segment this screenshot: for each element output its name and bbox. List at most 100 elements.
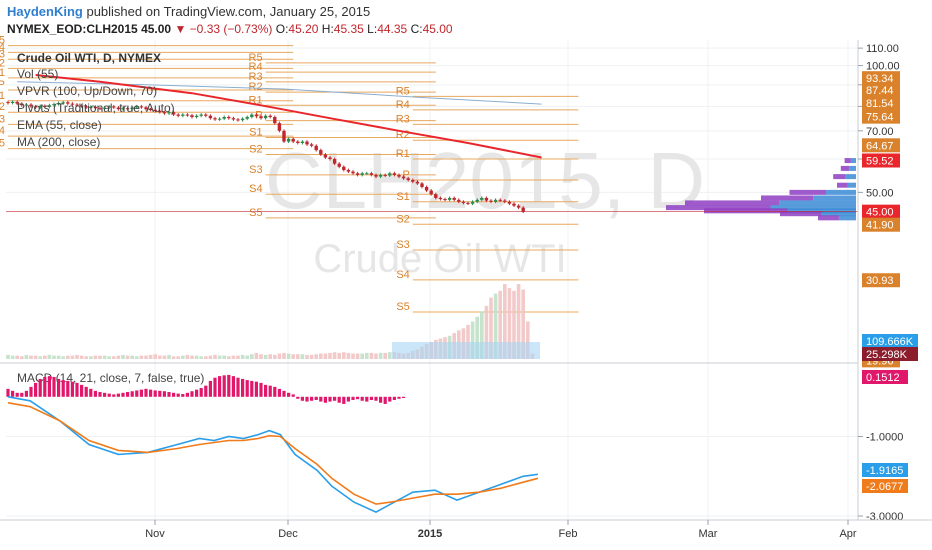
- candle-body: [98, 108, 102, 110]
- volume-bar: [489, 297, 493, 359]
- candle-body: [15, 101, 19, 104]
- author-link[interactable]: HaydenKing: [7, 4, 83, 19]
- macd-axis-badge-label: -2.0677: [866, 481, 903, 493]
- volume-bar: [282, 352, 286, 359]
- candle-body: [332, 159, 337, 164]
- vpvr-bar-up: [847, 182, 856, 188]
- candle-body: [351, 171, 355, 174]
- price-tick-label: 70.00: [866, 126, 894, 138]
- candle-body: [52, 104, 56, 106]
- candle-body: [369, 173, 374, 175]
- ma-line: [35, 74, 542, 159]
- macd-histogram-bar: [360, 396, 364, 401]
- volume-bar: [98, 355, 102, 359]
- candle-body: [10, 101, 15, 103]
- candle-body: [291, 138, 295, 142]
- publish-line: HaydenKing published on TradingView.com,…: [7, 4, 370, 19]
- pivot-label: R2: [0, 57, 5, 69]
- candle-body: [227, 116, 231, 119]
- price-change: −0.33 (−0.73%): [189, 22, 273, 36]
- volume-bar: [296, 354, 300, 359]
- volume-bar: [305, 354, 309, 359]
- time-tick-label: Apr: [839, 528, 856, 540]
- volume-bar: [466, 324, 470, 359]
- macd-histogram-bar: [365, 396, 369, 402]
- volume-bar: [33, 355, 38, 359]
- symbol-label[interactable]: NYMEX_EOD:CLH2015: [7, 22, 138, 36]
- vpvr-bar-down: [780, 211, 822, 217]
- macd-histogram-bar: [369, 396, 373, 400]
- macd-histogram-bar: [15, 392, 19, 397]
- pivot-label: S1: [249, 126, 262, 138]
- vpvr-bar-up: [813, 195, 856, 201]
- macd-histogram-bar: [144, 388, 148, 397]
- candle-body: [388, 173, 392, 176]
- candle-body: [452, 197, 456, 200]
- candle-body: [84, 106, 88, 108]
- candle-body: [360, 173, 364, 175]
- volume-bar: [484, 305, 489, 359]
- candle-body: [516, 205, 521, 208]
- vpvr-bar-down: [818, 215, 839, 221]
- volume-bar: [89, 356, 93, 359]
- volume-bar: [475, 316, 479, 359]
- close-label: C:: [410, 22, 423, 36]
- volume-bar: [323, 353, 328, 359]
- candle-body: [475, 199, 479, 202]
- pivot-label: S1: [396, 191, 409, 203]
- volume-bar: [190, 355, 194, 359]
- macd-histogram-bar: [47, 376, 51, 397]
- macd-histogram-bar: [356, 396, 360, 400]
- pivot-label: S2: [0, 101, 5, 113]
- macd-histogram-bar: [66, 380, 70, 397]
- volume-bar: [217, 355, 222, 359]
- candle-body: [222, 116, 226, 119]
- volume-bar: [38, 356, 42, 359]
- macd-histogram-bar: [190, 391, 194, 397]
- candle-body: [130, 107, 134, 110]
- candle-body: [378, 174, 383, 177]
- candle-body: [194, 115, 199, 117]
- price-axis-badge-label: 41.90: [866, 220, 894, 232]
- macd-histogram-bar: [259, 382, 263, 397]
- vpvr-bar-down: [685, 200, 780, 206]
- candle-body: [167, 112, 171, 114]
- macd-histogram-bar: [282, 390, 286, 397]
- price-axis-badge-label: 59.52: [866, 155, 894, 167]
- candle-body: [240, 118, 245, 121]
- volume-bar: [79, 355, 84, 359]
- price-axis-badge-label: 87.44: [866, 85, 894, 97]
- volume-bar: [503, 284, 507, 359]
- volume-bar: [107, 356, 111, 359]
- legend-item: Vol (55): [17, 67, 58, 81]
- candle-body: [6, 102, 10, 104]
- volume-bar: [227, 356, 231, 359]
- ohlc-line: NYMEX_EOD:CLH2015 45.00 ▼ −0.33 (−0.73%)…: [7, 22, 453, 36]
- candle-body: [176, 114, 180, 116]
- macd-tick-label: -3.0000: [866, 511, 903, 523]
- volume-bar: [43, 355, 47, 359]
- macd-axis-badge: [862, 463, 908, 477]
- volume-bar: [213, 354, 217, 359]
- candle-body: [213, 118, 217, 120]
- macd-axis-badge: [862, 479, 908, 493]
- volume-bar: [309, 354, 314, 359]
- time-tick-label: Mar: [699, 528, 718, 540]
- pivot-label: R5: [249, 52, 263, 64]
- vpvr-bar-down: [666, 205, 771, 211]
- signal-line: [7, 402, 539, 505]
- macd-histogram-bar: [264, 384, 268, 397]
- candle-body: [135, 106, 139, 108]
- volume-bar: [204, 356, 208, 359]
- macd-histogram-bar: [241, 378, 245, 397]
- candle-body: [342, 166, 346, 171]
- macd-histogram-bar: [236, 377, 240, 397]
- candle-body: [24, 104, 29, 106]
- volume-bar: [378, 352, 383, 359]
- pivot-label: R3: [0, 48, 5, 60]
- candle-body: [171, 112, 176, 115]
- volume-bar: [236, 355, 240, 359]
- candle-body: [190, 115, 194, 117]
- macd-histogram-bar: [277, 388, 281, 397]
